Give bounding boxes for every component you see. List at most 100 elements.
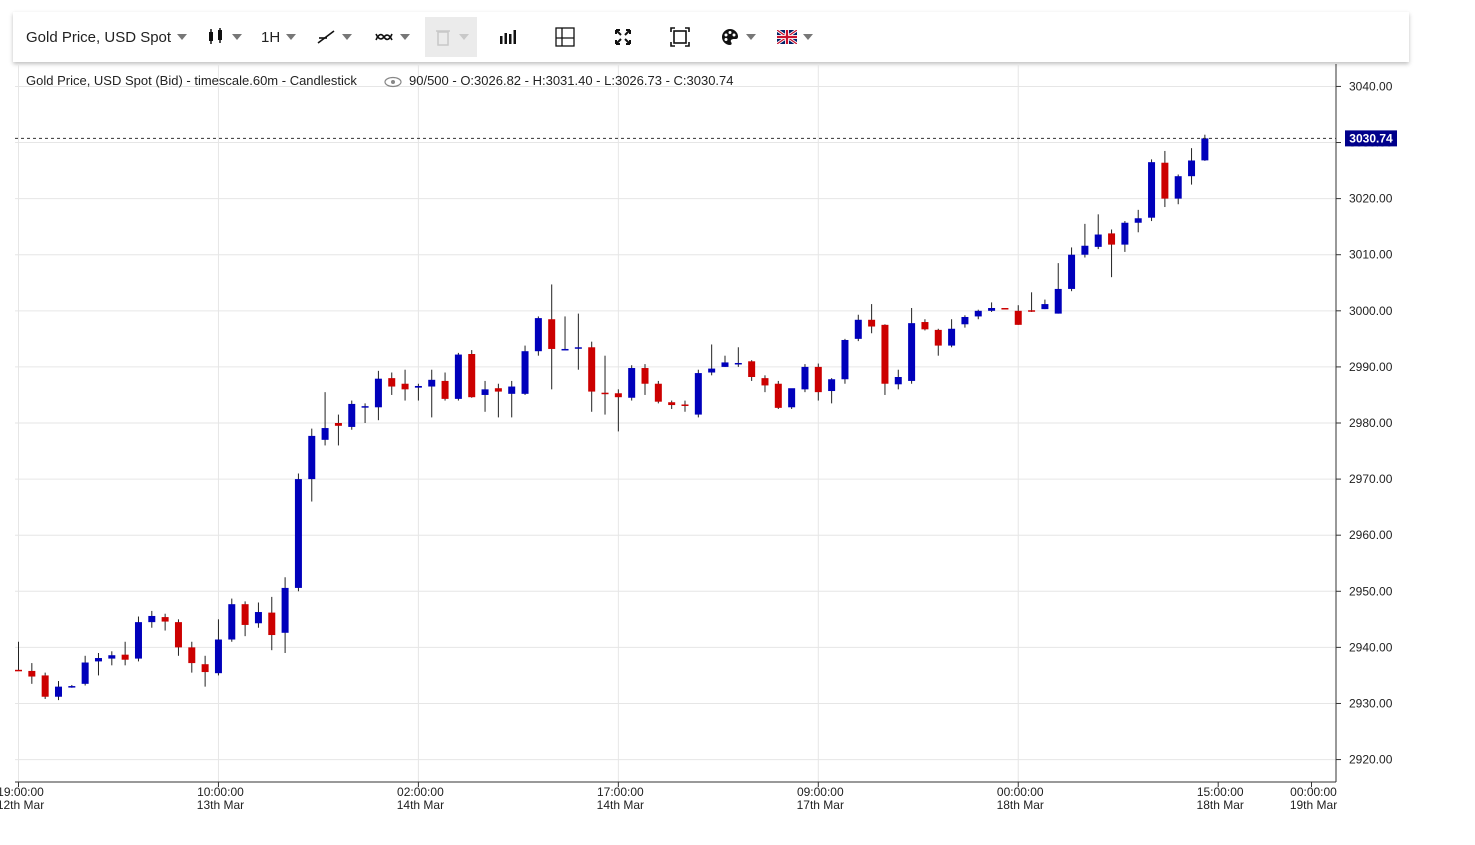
chevron-down-icon bbox=[177, 34, 188, 40]
drawing-tools-button[interactable] bbox=[316, 17, 352, 57]
candle-body bbox=[174, 622, 182, 648]
candle-body bbox=[748, 361, 756, 378]
candle bbox=[734, 347, 742, 367]
candle-body bbox=[988, 308, 996, 311]
candle bbox=[1068, 247, 1076, 292]
candle-body bbox=[348, 403, 356, 427]
candle-body bbox=[841, 339, 849, 380]
indicators-button[interactable] bbox=[374, 17, 410, 57]
x-tick-time: 10:00:00 bbox=[197, 785, 244, 799]
theme-button[interactable] bbox=[720, 17, 756, 57]
x-tick-time: 09:00:00 bbox=[797, 785, 844, 799]
candle-body bbox=[868, 319, 876, 327]
candle-body bbox=[68, 686, 76, 688]
instrument-selector[interactable]: Gold Price, USD Spot bbox=[26, 17, 188, 57]
candle bbox=[54, 681, 62, 701]
candle bbox=[1041, 299, 1049, 310]
current-price-badge bbox=[1345, 130, 1397, 147]
candle-body bbox=[401, 383, 409, 390]
candle bbox=[1108, 229, 1116, 278]
candle-body bbox=[294, 479, 302, 588]
candle bbox=[428, 369, 436, 418]
candle bbox=[201, 655, 209, 687]
candle-body bbox=[428, 379, 436, 387]
volume-button[interactable] bbox=[498, 17, 518, 57]
candle bbox=[534, 316, 542, 356]
candle bbox=[508, 380, 516, 418]
x-tick-date: 19th Mar bbox=[1290, 798, 1337, 812]
candle-body bbox=[908, 323, 916, 381]
candle-body bbox=[828, 379, 836, 392]
candle bbox=[228, 598, 236, 642]
candle bbox=[948, 319, 956, 348]
candle bbox=[401, 369, 409, 401]
eye-icon bbox=[384, 76, 402, 88]
candle bbox=[694, 369, 702, 418]
palette-icon bbox=[722, 28, 738, 45]
crosshair-button[interactable] bbox=[555, 17, 575, 57]
x-tick-time: 00:00:00 bbox=[997, 785, 1044, 799]
candle-body bbox=[481, 389, 489, 395]
fit-icon bbox=[670, 27, 690, 47]
candle-body bbox=[961, 316, 969, 325]
chart-toolbar: Gold Price, USD Spot 1H bbox=[13, 12, 1409, 62]
candle bbox=[828, 378, 836, 404]
chevron-down-icon bbox=[746, 34, 756, 40]
candle-body bbox=[734, 362, 742, 365]
chart-type-button[interactable] bbox=[206, 17, 242, 57]
delete-drawings-button[interactable] bbox=[425, 17, 477, 57]
y-tick-label: 2930.00 bbox=[1349, 696, 1393, 710]
candle-body bbox=[694, 373, 702, 415]
candle-body bbox=[1148, 162, 1156, 218]
candle bbox=[908, 308, 916, 384]
language-button[interactable] bbox=[777, 17, 813, 57]
candle bbox=[188, 641, 196, 673]
indicator-icon bbox=[375, 33, 393, 41]
candle-body bbox=[681, 404, 689, 406]
candle-body bbox=[454, 354, 462, 399]
chevron-down-icon bbox=[459, 34, 469, 40]
candle-body bbox=[81, 662, 89, 684]
candle bbox=[1014, 305, 1022, 325]
x-tick-date: 18th Mar bbox=[997, 798, 1044, 812]
candle bbox=[108, 651, 116, 666]
candle-body bbox=[468, 354, 476, 398]
candle-body bbox=[108, 655, 116, 659]
candle bbox=[681, 400, 689, 412]
candle-body bbox=[228, 604, 236, 640]
candle-body bbox=[708, 368, 716, 373]
candle-body bbox=[241, 604, 249, 625]
y-tick-label: 2940.00 bbox=[1349, 640, 1393, 654]
candle bbox=[481, 380, 489, 412]
candle bbox=[1121, 221, 1129, 252]
candle bbox=[348, 400, 356, 430]
candlestick-icon bbox=[209, 28, 222, 44]
candle-body bbox=[494, 388, 502, 392]
chart-grid bbox=[15, 64, 1336, 782]
candle-body bbox=[881, 324, 889, 384]
candle-body bbox=[921, 322, 929, 330]
chevron-down-icon bbox=[286, 34, 297, 40]
candle-body bbox=[561, 348, 569, 351]
y-axis: 3040.003030.003020.003010.003000.002990.… bbox=[1336, 79, 1393, 767]
candle-body bbox=[894, 377, 902, 385]
fullscreen-button[interactable] bbox=[613, 17, 633, 57]
candle-body bbox=[54, 686, 62, 697]
x-tick-date: 14th Mar bbox=[397, 798, 444, 812]
timescale-selector[interactable]: 1H bbox=[261, 17, 297, 57]
candle-body bbox=[654, 383, 662, 402]
crosshair-icon bbox=[555, 27, 575, 47]
candle bbox=[254, 602, 262, 628]
current-price-label: 3030.74 bbox=[1349, 131, 1393, 145]
candle-body bbox=[41, 675, 49, 697]
candle bbox=[214, 619, 222, 676]
candle-body bbox=[1134, 218, 1142, 223]
candle bbox=[1148, 159, 1156, 222]
visibility-toggle[interactable] bbox=[384, 76, 402, 88]
candle bbox=[588, 341, 596, 412]
candle bbox=[614, 389, 622, 432]
fit-screen-button[interactable] bbox=[670, 17, 690, 57]
candle bbox=[1094, 214, 1102, 250]
